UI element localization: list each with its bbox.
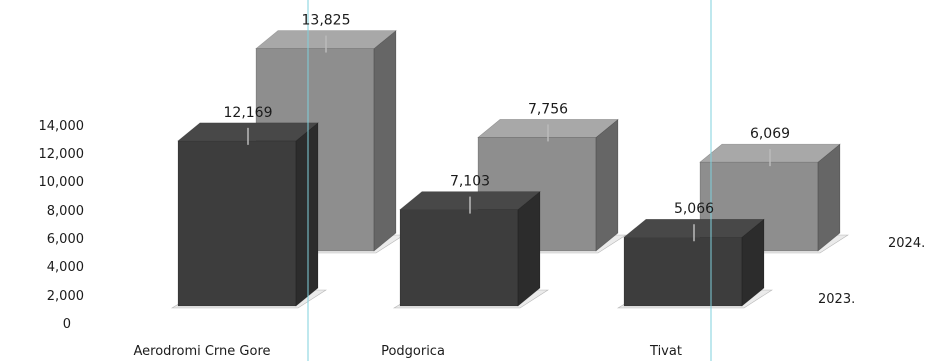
y-tick-label: 8,000 [47,204,84,219]
bar-side-face [295,122,319,307]
bar-2023-2 [616,218,774,309]
bar-side-face [595,118,619,252]
y-tick-label: 10,000 [39,175,85,190]
category-label-aerodromi: Aerodromi Crne Gore [134,344,271,359]
y-tick-label: 14,000 [39,119,85,134]
data-labels: 13,825 7,756 6,069 12,169 7,103 5,066 [224,13,791,218]
y-tick-label: 6,000 [47,232,84,247]
reference-lines [307,0,712,361]
y-tick-label: 12,000 [39,147,85,162]
category-label-podgorica: Podgorica [381,344,445,359]
data-label-2023-tivat: 5,066 [674,201,714,217]
series-label-2024: 2024. [888,236,925,251]
series-label-2023: 2023. [818,292,855,307]
bar-2023-0 [170,122,328,309]
y-tick-label: 2,000 [47,289,84,304]
data-label-2023-aerodromi: 12,169 [224,105,273,121]
data-label-2024-podgorica: 7,756 [528,101,568,117]
bar-front-face [177,140,297,307]
data-label-2024-tivat: 6,069 [750,126,790,142]
bar-side-face [817,143,841,252]
y-tick-label: 0 [63,317,71,332]
data-label-2023-podgorica: 7,103 [450,174,490,190]
data-label-2024-aerodromi: 13,825 [302,13,351,29]
series-depth-labels: 2024. 2023. [818,236,925,307]
bar-side-face [373,29,397,252]
category-label-tivat: Tivat [649,344,682,359]
series-2023-bars [170,122,774,309]
y-tick-label: 4,000 [47,260,84,275]
x-axis-categories: Aerodromi Crne Gore Podgorica Tivat [134,344,682,359]
bar-2023-1 [392,190,550,309]
bar-front-face [623,236,743,307]
bar-side-face [741,218,765,307]
bar-front-face [399,209,519,307]
y-axis-ticks: 14,000 12,000 10,000 8,000 6,000 4,000 2… [39,119,85,332]
bar-side-face [517,190,541,307]
